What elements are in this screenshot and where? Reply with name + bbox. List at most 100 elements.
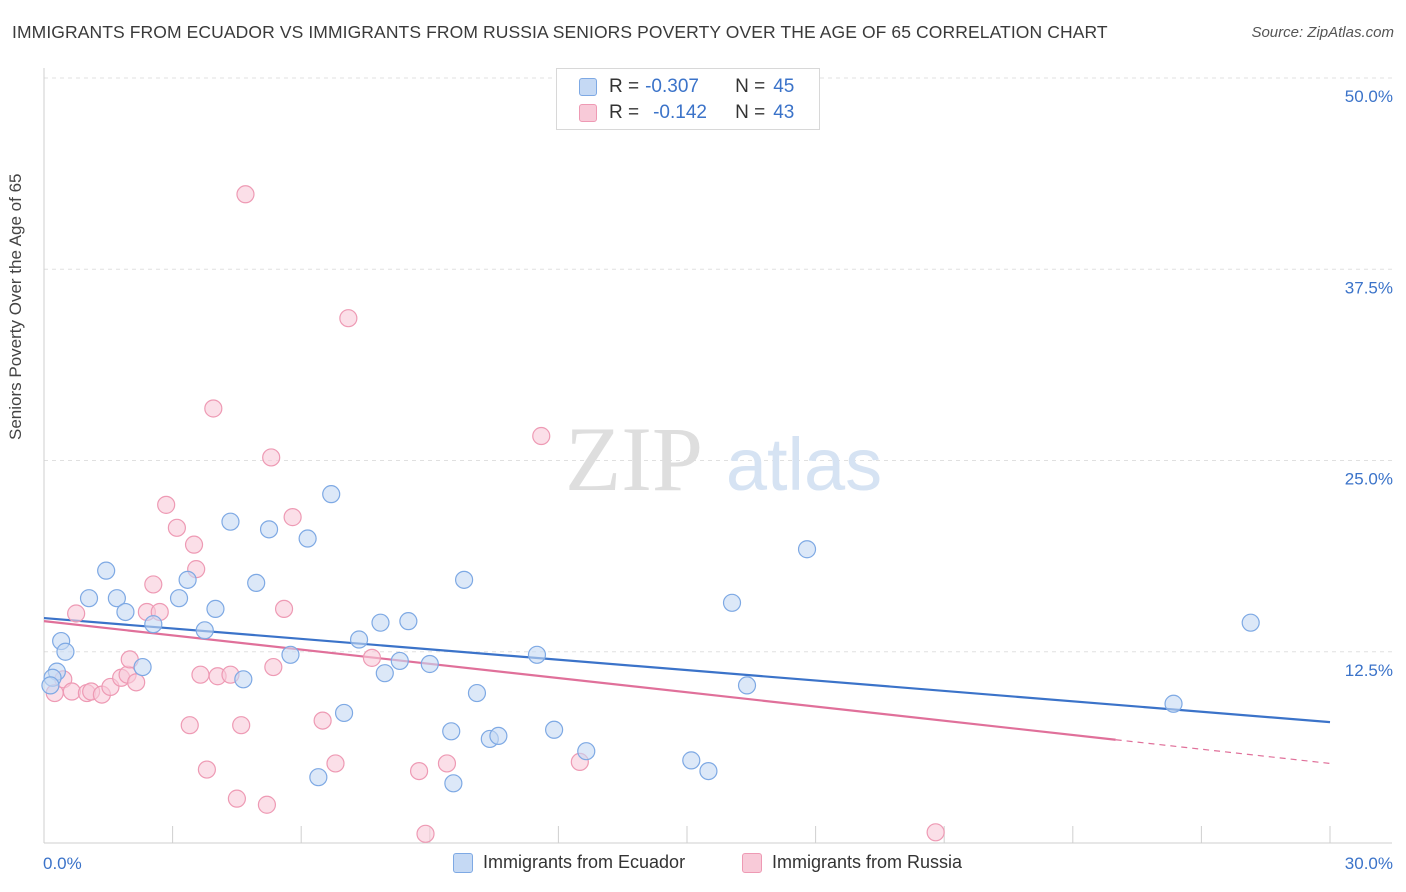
- point-ecuador: [722, 593, 742, 612]
- point-ecuador: [577, 742, 596, 761]
- point-ecuador: [797, 540, 817, 559]
- point-ecuador: [259, 520, 279, 539]
- point-ecuador: [322, 485, 341, 504]
- point-ecuador: [1164, 694, 1183, 713]
- point-russia: [232, 716, 251, 735]
- point-russia: [409, 761, 429, 781]
- point-russia: [144, 575, 163, 594]
- point-russia: [362, 648, 382, 667]
- point-ecuador: [107, 589, 126, 608]
- point-russia: [264, 657, 283, 677]
- point-ecuador: [169, 589, 189, 608]
- point-ecuador: [467, 683, 487, 703]
- trend-line-russia-extension: [1115, 739, 1331, 765]
- legend-r-value-russia: -0.142: [653, 102, 707, 123]
- point-russia: [191, 665, 210, 684]
- point-russia: [326, 754, 345, 773]
- point-russia: [62, 682, 81, 701]
- point-ecuador: [375, 664, 394, 683]
- point-ecuador: [442, 722, 461, 741]
- point-russia: [227, 789, 246, 808]
- point-ecuador: [79, 589, 99, 608]
- legend-row-russia: R = -0.142 N = 43: [579, 101, 794, 125]
- chart-title: IMMIGRANTS FROM ECUADOR VS IMMIGRANTS FR…: [12, 22, 1108, 42]
- legend-n-value-ecuador: 45: [773, 76, 795, 97]
- legend-swatch-ecuador: [579, 78, 597, 96]
- watermark-atlas: atlas: [726, 423, 882, 506]
- series-swatch-ecuador: [453, 852, 473, 873]
- legend-row-ecuador: R = -0.307 N = 45: [579, 75, 794, 99]
- series-name-russia: Immigrants from Russia: [772, 852, 963, 872]
- series-name-ecuador: Immigrants from Ecuador: [483, 852, 686, 872]
- point-ecuador: [309, 768, 328, 787]
- point-russia: [157, 495, 176, 514]
- series-swatch-russia: [742, 852, 762, 873]
- point-ecuador: [56, 642, 75, 661]
- point-russia: [262, 448, 281, 467]
- point-ecuador: [454, 570, 474, 589]
- point-ecuador: [234, 670, 253, 689]
- point-ecuador: [737, 676, 757, 695]
- legend-r-label: R =: [609, 76, 640, 97]
- trend-line-russia: [43, 620, 1116, 741]
- point-ecuador: [527, 645, 547, 664]
- point-russia: [67, 604, 86, 623]
- legend-r-value-ecuador: -0.307: [645, 76, 699, 97]
- point-russia: [167, 518, 186, 537]
- point-ecuador: [682, 751, 701, 770]
- point-ecuador: [41, 676, 60, 695]
- trend-lines: [43, 616, 1331, 765]
- point-ecuador: [390, 651, 409, 671]
- data-points: [41, 185, 1260, 843]
- point-ecuador: [144, 615, 163, 634]
- point-russia: [339, 309, 358, 328]
- point-russia: [197, 760, 216, 779]
- point-ecuador: [349, 630, 369, 649]
- point-russia: [127, 673, 146, 692]
- x-tick-label-min: 0.0%: [43, 854, 82, 873]
- point-ecuador: [334, 703, 354, 723]
- chart-source: Source: ZipAtlas.com: [1251, 24, 1394, 41]
- point-ecuador: [116, 602, 135, 622]
- legend-n-label: N =: [735, 102, 766, 123]
- point-ecuador: [133, 657, 152, 677]
- point-ecuador: [371, 613, 390, 632]
- point-russia: [180, 716, 199, 735]
- y-tick-label: 37.5%: [1345, 278, 1393, 297]
- series-legend: Immigrants from Ecuador Immigrants from …: [0, 852, 1406, 878]
- point-ecuador: [444, 774, 463, 793]
- point-ecuador: [221, 512, 240, 531]
- point-ecuador: [206, 599, 225, 619]
- point-ecuador: [97, 561, 116, 580]
- point-russia: [532, 426, 551, 446]
- point-russia: [437, 754, 457, 773]
- point-ecuador: [545, 720, 564, 739]
- point-russia: [416, 824, 435, 843]
- point-ecuador: [420, 654, 439, 674]
- point-russia: [274, 599, 294, 619]
- series-legend-ecuador: Immigrants from Ecuador: [453, 852, 685, 873]
- y-tick-label: 12.5%: [1345, 661, 1393, 680]
- point-russia: [313, 711, 332, 730]
- point-ecuador: [195, 621, 214, 640]
- series-legend-russia: Immigrants from Russia: [742, 852, 962, 873]
- legend-n-label: N =: [735, 76, 766, 97]
- trend-line-ecuador: [43, 616, 1331, 724]
- point-ecuador: [298, 529, 317, 548]
- point-russia: [204, 399, 223, 418]
- x-tick-label-max: 30.0%: [1345, 854, 1393, 873]
- legend-n-value-russia: 43: [773, 102, 795, 123]
- point-ecuador: [489, 726, 508, 746]
- correlation-legend: R = -0.307 N = 45 R = -0.142 N = 43: [556, 68, 820, 130]
- tick-labels: 12.5% 25.0% 37.5% 50.0% 0.0% 30.0%: [43, 87, 1393, 873]
- y-tick-label: 50.0%: [1345, 87, 1393, 106]
- watermark-zip: ZIP: [565, 408, 703, 510]
- gridlines: [44, 77, 1392, 653]
- point-ecuador: [178, 570, 197, 589]
- point-ecuador: [399, 612, 418, 631]
- point-ecuador: [1241, 613, 1260, 632]
- legend-r-label: R =: [609, 102, 640, 123]
- point-ecuador: [281, 645, 300, 664]
- point-ecuador: [247, 573, 266, 593]
